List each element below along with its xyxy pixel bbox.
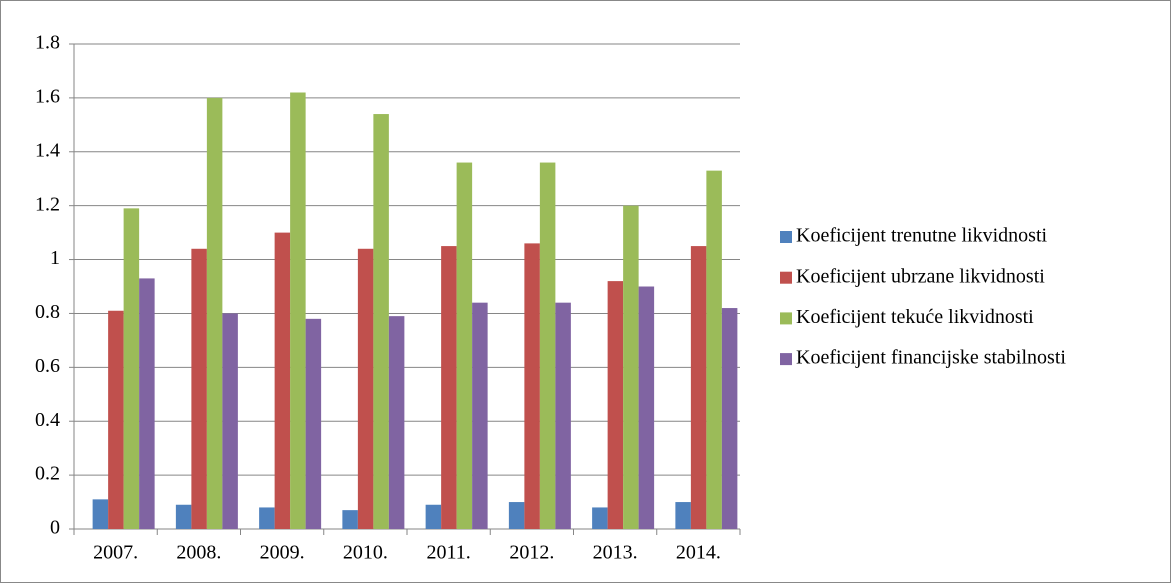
bar	[524, 243, 540, 529]
x-tick-label: 2014.	[676, 542, 721, 564]
bar	[706, 170, 722, 529]
bar	[191, 248, 207, 529]
bar	[108, 310, 124, 529]
x-tick-label: 2009.	[260, 542, 305, 564]
bar	[357, 248, 374, 529]
y-tick-label: 1	[50, 247, 60, 269]
bar	[290, 92, 306, 529]
bar	[456, 162, 473, 530]
bar	[441, 246, 457, 530]
bar	[638, 286, 655, 529]
bar	[388, 316, 405, 529]
bar	[206, 97, 223, 529]
bar	[592, 507, 608, 529]
legend-swatch	[780, 231, 792, 243]
bar	[539, 162, 556, 530]
x-tick-label: 2011.	[426, 542, 470, 564]
bar	[274, 232, 291, 529]
y-tick-label: 0.8	[35, 301, 60, 323]
bar	[373, 114, 389, 530]
bar	[139, 278, 155, 529]
y-tick-label: 0.2	[35, 463, 60, 485]
legend-label: Koeficijent ubrzane likvidnosti	[796, 265, 1045, 287]
bar	[508, 502, 525, 529]
bar	[623, 205, 639, 529]
y-tick-label: 1.6	[35, 85, 60, 107]
x-tick-label: 2008.	[176, 542, 221, 564]
y-tick-label: 1.2	[35, 193, 60, 215]
bar	[342, 510, 358, 529]
bar	[555, 302, 571, 529]
bar	[690, 246, 707, 530]
bar	[175, 504, 192, 529]
y-tick-label: 1.8	[35, 32, 60, 54]
y-tick-label: 0	[50, 517, 60, 539]
bar	[721, 308, 738, 529]
bar	[607, 281, 624, 529]
bar	[472, 302, 488, 529]
bar	[305, 318, 322, 529]
bar	[92, 499, 109, 529]
x-tick-label: 2013.	[593, 542, 638, 564]
legend-swatch	[780, 312, 792, 325]
bar	[259, 507, 275, 529]
legend-label: Koeficijent trenutne likvidnosti	[796, 225, 1047, 247]
legend-label: Koeficijent financijske stabilnosti	[796, 347, 1066, 369]
bar	[675, 502, 691, 529]
legend-swatch	[780, 271, 792, 284]
bar	[123, 208, 140, 529]
y-tick-label: 0.6	[35, 355, 60, 377]
y-tick-label: 1.4	[35, 139, 60, 161]
y-tick-label: 0.4	[35, 409, 60, 431]
legend-label: Koeficijent tekuće likvidnosti	[796, 306, 1034, 328]
bar	[425, 504, 442, 529]
x-tick-label: 2007.	[93, 542, 138, 564]
x-tick-label: 2012.	[509, 542, 554, 564]
bar	[222, 313, 238, 529]
legend-swatch	[780, 353, 792, 366]
x-tick-label: 2010.	[343, 542, 388, 564]
